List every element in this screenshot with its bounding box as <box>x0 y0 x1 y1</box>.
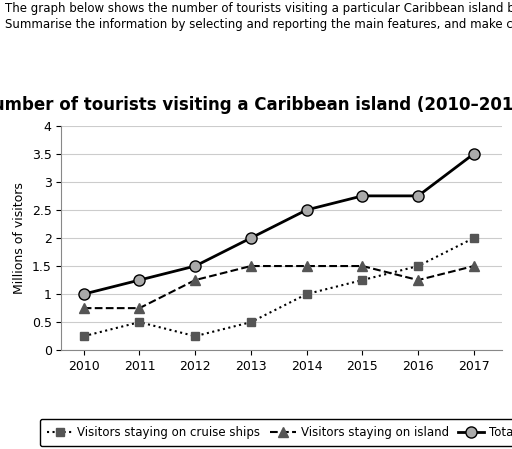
Text: The graph below shows the number of tourists visiting a particular Caribbean isl: The graph below shows the number of tour… <box>5 2 512 15</box>
Text: Number of tourists visiting a Caribbean island (2010–2017): Number of tourists visiting a Caribbean … <box>0 97 512 114</box>
Text: Summarise the information by selecting and reporting the main features, and make: Summarise the information by selecting a… <box>5 18 512 31</box>
Legend: Visitors staying on cruise ships, Visitors staying on island, Total: Visitors staying on cruise ships, Visito… <box>39 419 512 446</box>
Y-axis label: Millions of visitors: Millions of visitors <box>13 182 26 294</box>
